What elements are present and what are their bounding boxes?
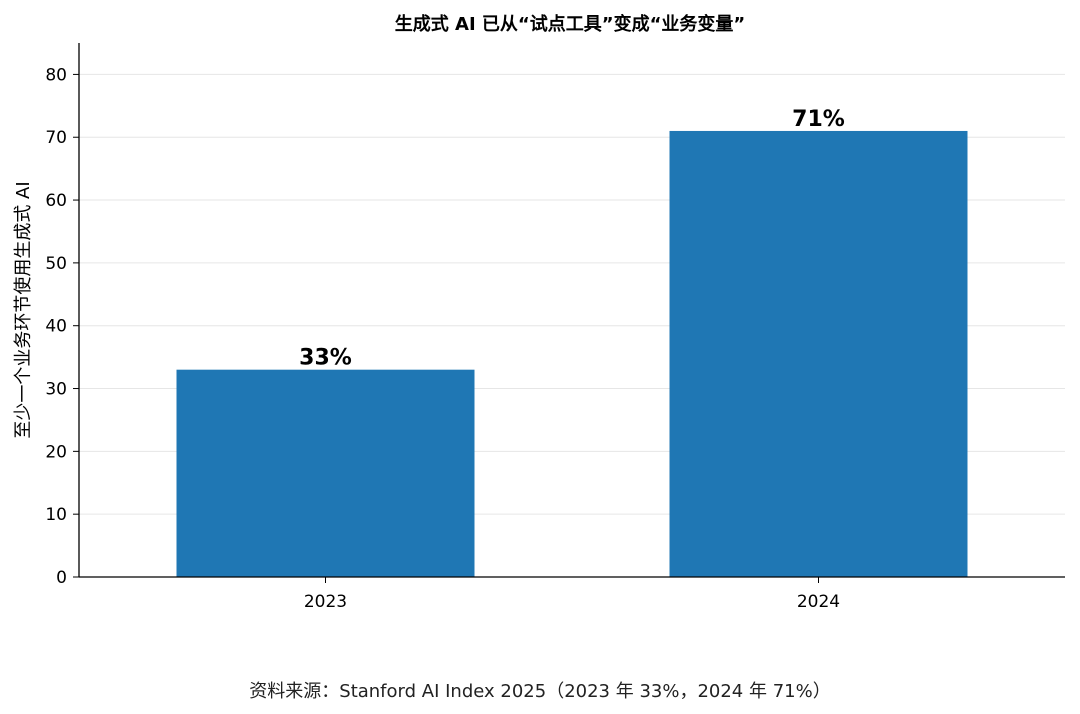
y-tick-label: 20 bbox=[45, 442, 67, 462]
y-tick-label: 0 bbox=[56, 568, 67, 588]
axes: 0 10 20 30 40 50 60 70 80 2023 2024 bbox=[45, 43, 1065, 612]
bars bbox=[176, 130, 968, 577]
y-tick-label: 30 bbox=[45, 380, 67, 400]
y-tick-label: 10 bbox=[45, 505, 67, 525]
y-axis-label: 至少一个业务环节使用生成式 AI bbox=[13, 181, 34, 438]
bar-chart: 生成式 AI 已从“试点工具”变成“业务变量” 33% 71% 0 10 20 30 40… bbox=[13, 13, 1065, 612]
y-tick-label: 40 bbox=[45, 317, 67, 337]
source-note: 资料来源：Stanford AI Index 2025（2023 年 33%，2… bbox=[249, 681, 831, 702]
bar bbox=[176, 369, 475, 577]
x-tick-label: 2024 bbox=[797, 592, 840, 612]
bar bbox=[669, 130, 968, 577]
y-tick-label: 80 bbox=[45, 65, 67, 85]
data-labels: 33% 71% bbox=[299, 107, 845, 371]
chart-title: 生成式 AI 已从“试点工具”变成“业务变量” bbox=[395, 13, 745, 35]
x-tick-label: 2023 bbox=[304, 592, 347, 612]
y-tick-label: 50 bbox=[45, 254, 67, 274]
y-tick-label: 70 bbox=[45, 128, 67, 148]
data-label: 71% bbox=[792, 107, 845, 132]
data-label: 33% bbox=[299, 346, 352, 371]
y-tick-label: 60 bbox=[45, 191, 67, 211]
